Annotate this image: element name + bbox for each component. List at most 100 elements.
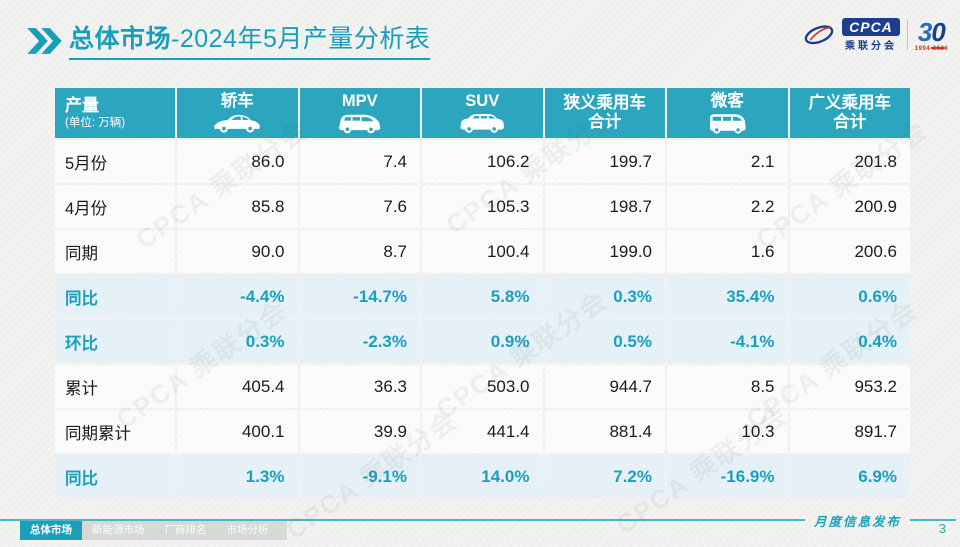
- column-header-3: SUV: [422, 88, 543, 138]
- table-cell-r5c6: 0.4%: [789, 320, 910, 363]
- table-cell-r3c6: 200.6: [789, 230, 910, 273]
- table-cell-r1c4: 199.7: [544, 140, 665, 183]
- table-cell-r6c2: 36.3: [299, 365, 420, 408]
- table-cell-r7c5: 10.3: [667, 410, 788, 453]
- double-chevron-icon: [26, 27, 63, 55]
- table-cell-r1c5: 2.1: [667, 140, 788, 183]
- column-header-2: MPV: [299, 88, 420, 138]
- cpca-org-name: 乘联分会: [844, 41, 897, 52]
- column-header-6: 广义乘用车合计: [789, 88, 910, 138]
- sedan-icon: [209, 112, 265, 134]
- table-cell-r1c6: 201.8: [789, 140, 910, 183]
- table-cell-r8c4: 7.2%: [544, 455, 665, 498]
- footer-nav-tabs: 总体市场 新能源市场 厂商排名 市场分析: [20, 521, 287, 540]
- row-label: 同比: [55, 455, 175, 498]
- column-header-1: 轿车: [177, 88, 298, 138]
- cpca-logo: CPCA 乘联分会 30 1994-2024: [803, 16, 948, 52]
- cpca-swoosh-icon: [803, 22, 835, 48]
- title-section: 总体市场: [69, 25, 172, 53]
- table-cell-r8c3: 14.0%: [422, 455, 543, 498]
- page-number: 3: [938, 521, 946, 536]
- tab-market-analysis[interactable]: 市场分析: [226, 524, 269, 536]
- table-cell-r7c4: 881.4: [544, 410, 665, 453]
- table-cell-r3c1: 90.0: [177, 230, 298, 273]
- table-cell-r4c6: 0.6%: [789, 275, 910, 318]
- table-cell-r3c2: 8.7: [299, 230, 420, 273]
- anniversary-years: 1994-2024: [914, 45, 948, 52]
- table-cell-r4c2: -14.7%: [299, 275, 420, 318]
- table-cell-r1c2: 7.4: [299, 140, 420, 183]
- table-cell-r7c6: 891.7: [789, 410, 910, 453]
- footer-note: 月度信息发布: [813, 513, 901, 529]
- anniversary-30-logo: 30 1994-2024: [914, 16, 948, 52]
- table-cell-r2c4: 198.7: [544, 185, 665, 228]
- column-header-5: 微客: [667, 88, 788, 138]
- row-label: 5月份: [55, 140, 175, 183]
- table-cell-r7c1: 400.1: [177, 410, 298, 453]
- table-metric-title: 产量: [65, 95, 99, 115]
- table-cell-r2c6: 200.9: [789, 185, 910, 228]
- corner-header-cell: 产量 (单位: 万辆): [55, 88, 175, 138]
- logo-divider: [906, 20, 908, 50]
- table-cell-r3c5: 1.6: [667, 230, 788, 273]
- column-header-label: 微客: [710, 92, 744, 111]
- table-cell-r2c5: 2.2: [667, 185, 788, 228]
- row-label: 累计: [55, 365, 175, 408]
- table-cell-r7c3: 441.4: [422, 410, 543, 453]
- row-label: 同期累计: [55, 410, 175, 453]
- table-cell-r4c5: 35.4%: [667, 275, 788, 318]
- table-cell-r5c5: -4.1%: [667, 320, 788, 363]
- suv-icon: [454, 112, 510, 134]
- table-cell-r6c3: 503.0: [422, 365, 543, 408]
- title-rest: -2024年5月产量分析表: [171, 25, 431, 53]
- anniversary-number: 30: [917, 16, 946, 49]
- table-cell-r2c1: 85.8: [177, 185, 298, 228]
- table-cell-r2c2: 7.6: [299, 185, 420, 228]
- table-cell-r5c1: 0.3%: [177, 320, 298, 363]
- production-table: 产量 (单位: 万辆) 轿车 MPV SUV 狭义乘用车合计 微客 广义乘用车合计 5月份 8…: [55, 88, 910, 498]
- microvan-icon: [699, 112, 755, 134]
- table-cell-r8c6: 6.9%: [789, 455, 910, 498]
- row-label: 同期: [55, 230, 175, 273]
- table-cell-r6c4: 944.7: [544, 365, 665, 408]
- table-cell-r5c3: 0.9%: [422, 320, 543, 363]
- row-label: 4月份: [55, 185, 175, 228]
- footer-nav-inactive-strip: 新能源市场 厂商排名 市场分析: [82, 521, 287, 540]
- table-cell-r5c4: 0.5%: [544, 320, 665, 363]
- table-cell-r2c3: 105.3: [422, 185, 543, 228]
- table-unit-label: (单位: 万辆): [65, 117, 126, 130]
- tab-oem-ranking[interactable]: 厂商排名: [164, 524, 207, 536]
- column-header-label: 狭义乘用车合计: [563, 94, 647, 131]
- column-header-label: SUV: [465, 92, 500, 111]
- row-label: 同比: [55, 275, 175, 318]
- table-cell-r3c3: 100.4: [422, 230, 543, 273]
- footer-rule: 月度信息发布: [0, 513, 956, 529]
- footer-rule-left: [0, 519, 805, 521]
- cpca-acronym: CPCA: [842, 18, 900, 36]
- table-cell-r4c1: -4.4%: [177, 275, 298, 318]
- cpca-wordmark: CPCA 乘联分会: [842, 18, 900, 52]
- table-cell-r1c3: 106.2: [422, 140, 543, 183]
- table-cell-r6c6: 953.2: [789, 365, 910, 408]
- tab-overall-market[interactable]: 总体市场: [20, 521, 82, 540]
- row-label: 环比: [55, 320, 175, 363]
- table-cell-r6c5: 8.5: [667, 365, 788, 408]
- table-cell-r7c2: 39.9: [299, 410, 420, 453]
- title-row: 总体市场-2024年5月产量分析表: [26, 24, 431, 61]
- column-header-label: 轿车: [220, 92, 254, 111]
- column-header-label: MPV: [341, 92, 378, 111]
- table-cell-r5c2: -2.3%: [299, 320, 420, 363]
- column-header-label: 广义乘用车合计: [808, 94, 892, 131]
- table-cell-r6c1: 405.4: [177, 365, 298, 408]
- table-cell-r4c3: 5.8%: [422, 275, 543, 318]
- footer-rule-right: [910, 519, 956, 521]
- table-cell-r3c4: 199.0: [544, 230, 665, 273]
- mpv-icon: [332, 112, 388, 134]
- table-cell-r1c1: 86.0: [177, 140, 298, 183]
- column-header-4: 狭义乘用车合计: [544, 88, 665, 138]
- table-cell-r8c1: 1.3%: [177, 455, 298, 498]
- table-cell-r8c2: -9.1%: [299, 455, 420, 498]
- page-title: 总体市场-2024年5月产量分析表: [69, 24, 431, 61]
- tab-nev-market[interactable]: 新能源市场: [92, 524, 145, 536]
- table-cell-r4c4: 0.3%: [544, 275, 665, 318]
